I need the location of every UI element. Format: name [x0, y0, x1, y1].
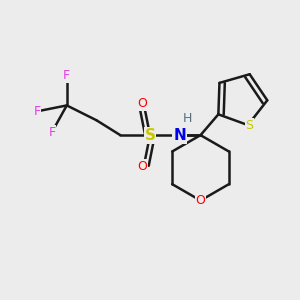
Text: O: O: [196, 194, 206, 207]
Text: F: F: [63, 69, 70, 82]
Text: H: H: [182, 112, 192, 125]
Text: S: S: [145, 128, 155, 142]
Text: N: N: [173, 128, 186, 142]
Text: O: O: [138, 160, 148, 173]
Text: S: S: [245, 118, 253, 132]
Text: O: O: [138, 98, 148, 110]
Text: F: F: [48, 126, 56, 139]
Text: F: F: [34, 105, 40, 118]
